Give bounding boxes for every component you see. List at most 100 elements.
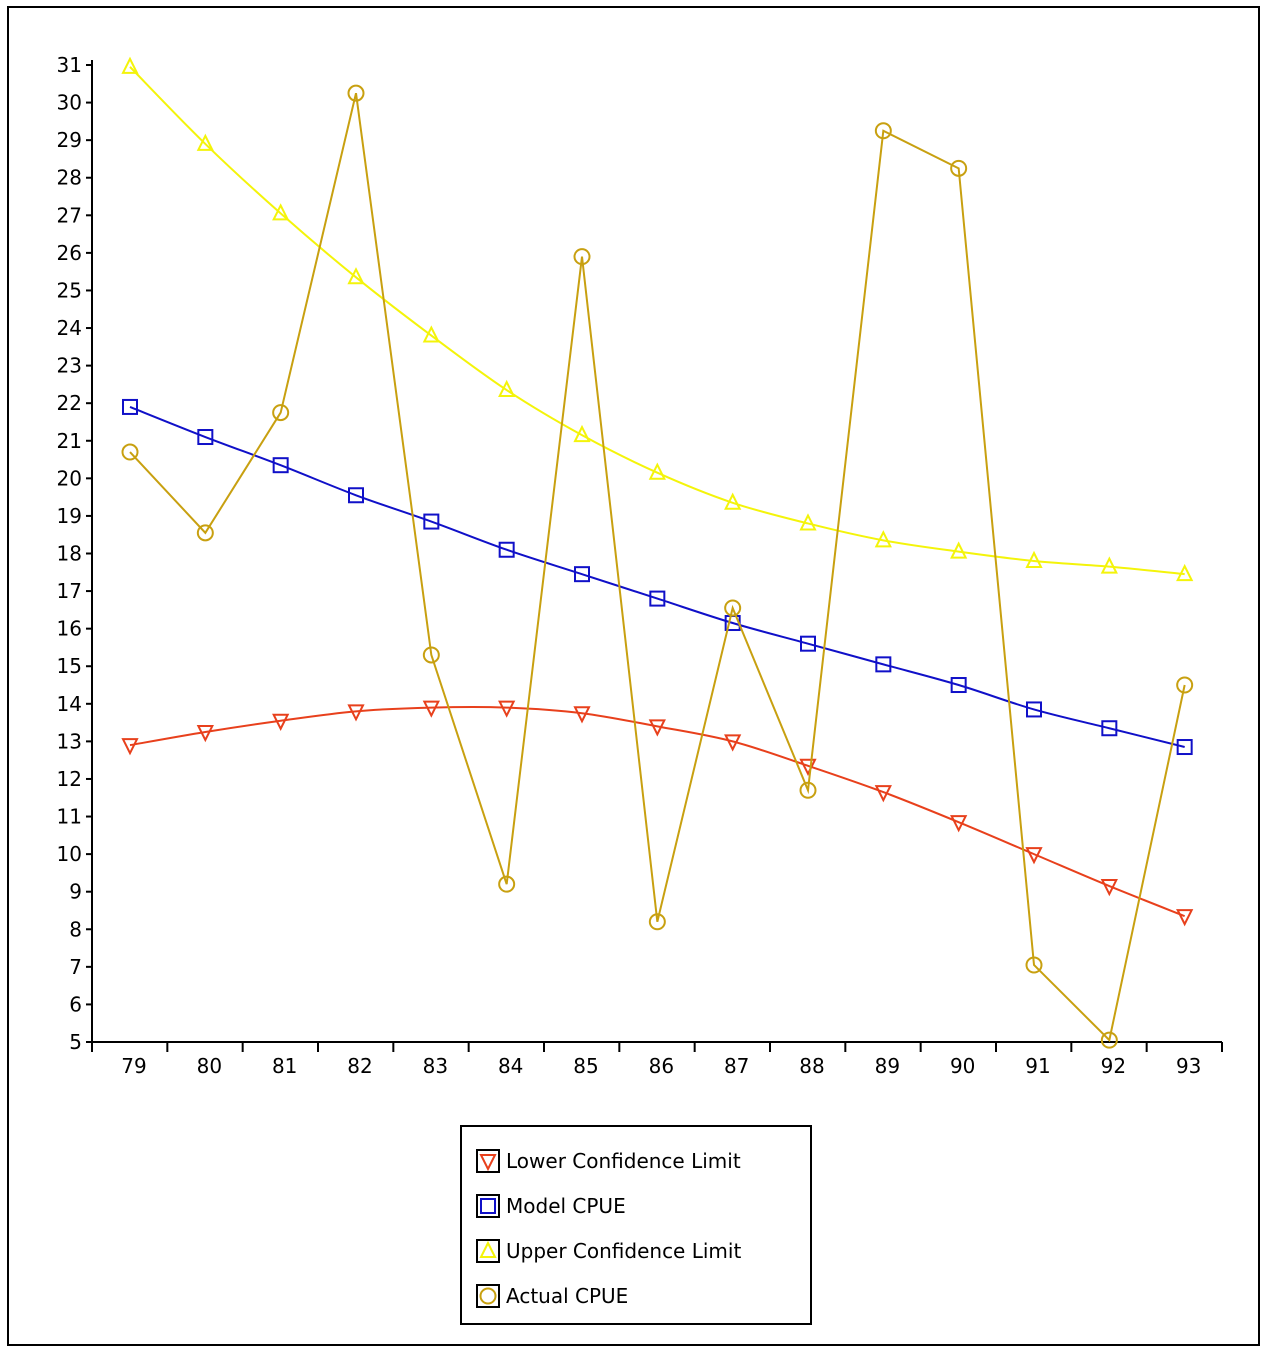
data-point [1176,563,1194,582]
x-tick-label: 83 [423,1054,448,1078]
legend-label: Model CPUE [506,1194,626,1218]
y-tick-label: 23 [57,354,82,378]
data-point [724,599,742,617]
data-point [196,724,214,743]
data-point [648,913,666,931]
data-point [950,159,968,177]
data-point [423,513,440,530]
y-tick-label: 19 [57,504,82,528]
data-point [196,133,214,151]
x-tick-label: 90 [950,1054,975,1078]
data-point [1176,909,1194,927]
data-point [1100,1031,1118,1049]
y-tick-label: 14 [57,692,82,716]
line-chart: 5678910111213141516171819202122232425262… [57,53,1223,1078]
data-point [272,713,290,731]
series-line [129,92,1186,1043]
x-tick-label: 81 [272,1054,297,1078]
legend-label: Upper Confidence Limit [506,1239,742,1263]
data-point [724,734,742,752]
y-tick-label: 11 [57,805,82,829]
data-point [121,56,139,74]
y-tick-label: 31 [57,53,82,77]
data-point [874,785,892,803]
series-upper-confidence-limit [121,56,1194,582]
legend-marker [479,1287,497,1305]
data-point [1100,879,1118,897]
x-tick-label: 93 [1176,1054,1201,1078]
y-tick-label: 25 [57,278,82,302]
data-point [950,541,968,559]
data-point [950,815,968,833]
y-tick-label: 30 [57,91,82,115]
legend-label: Lower Confidence Limit [506,1149,741,1173]
x-tick-label: 84 [498,1054,523,1078]
y-tick-label: 7 [69,955,82,979]
data-point [272,457,289,474]
x-tick-label: 82 [347,1054,372,1078]
data-point [1025,550,1043,569]
x-tick-label: 89 [875,1054,900,1078]
y-tick-label: 21 [57,429,82,453]
data-point [422,646,440,664]
x-tick-label: 87 [724,1054,749,1078]
legend: Lower Confidence Limit Model CPUE Upper Co… [460,1125,812,1325]
axes: 5678910111213141516171819202122232425262… [57,53,1223,1078]
data-point [950,677,967,694]
data-point [649,590,666,607]
data-point [348,487,364,504]
y-tick-label: 26 [57,241,82,265]
y-tick-label: 29 [57,128,82,152]
data-point [1025,956,1043,974]
y-tick-label: 17 [57,579,82,603]
y-tick-label: 24 [57,316,82,340]
legend-label: Actual CPUE [506,1284,629,1308]
legend-item: Upper Confidence Limit [476,1236,741,1266]
series-lower-confidence-limit [121,700,1194,927]
data-point [648,462,666,480]
data-point [272,404,290,422]
data-point [573,706,591,724]
legend-triangle-up-icon [476,1239,500,1263]
legend-circle-icon [476,1284,500,1308]
series-layer [121,56,1194,1049]
x-tick-label: 91 [1025,1054,1050,1078]
y-tick-label: 15 [57,654,82,678]
legend-item: Actual CPUE [476,1281,628,1311]
legend-marker [479,1241,497,1258]
data-point [121,738,139,756]
y-tick-label: 22 [57,391,82,415]
data-point [197,429,214,446]
data-point [799,781,817,799]
data-point [1176,676,1194,694]
data-point [1026,701,1042,718]
data-point [347,704,365,722]
legend-marker [479,1154,497,1171]
x-tick-label: 85 [573,1054,598,1078]
data-point [800,635,816,652]
data-point [1101,720,1118,737]
y-tick-label: 28 [57,166,82,190]
data-point [799,513,817,531]
x-tick-label: 79 [121,1054,146,1078]
data-point [498,875,516,893]
legend-square-icon [476,1194,500,1218]
y-tick-label: 13 [57,729,82,753]
data-point [347,84,365,102]
y-tick-label: 27 [57,203,82,227]
data-point [272,203,290,221]
y-tick-label: 6 [69,992,82,1016]
data-point [574,566,590,583]
y-tick-label: 9 [69,880,82,904]
legend-triangle-down-icon [476,1149,500,1173]
y-tick-label: 16 [57,617,82,641]
data-point [498,700,516,718]
y-tick-label: 8 [69,917,82,941]
data-point [1025,847,1043,865]
series-model-cpue [122,398,1193,756]
series-line [129,66,1185,576]
legend-marker [480,1198,496,1214]
data-point [196,524,214,542]
data-point [122,398,138,415]
data-point [724,492,742,510]
